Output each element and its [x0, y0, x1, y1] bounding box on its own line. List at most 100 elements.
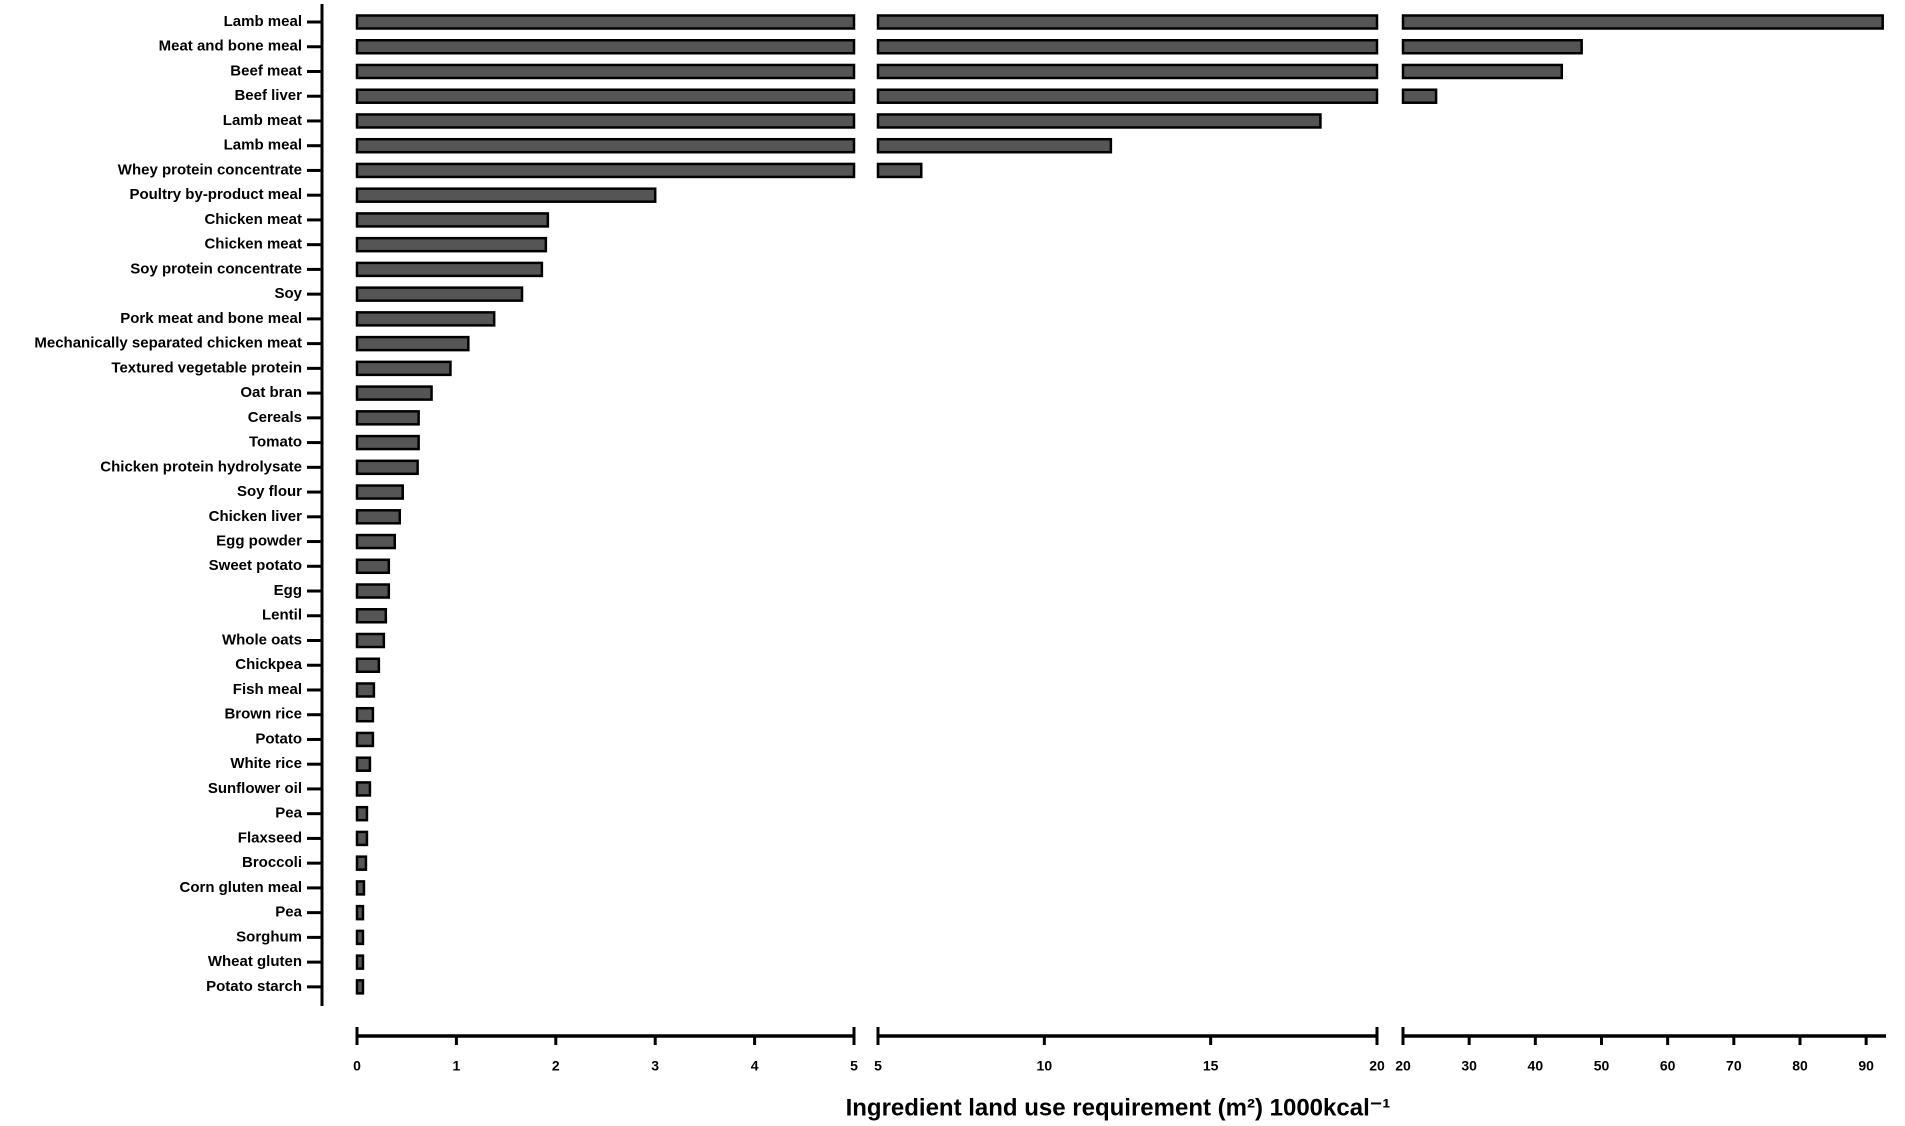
bar [355, 236, 548, 253]
bar [355, 385, 433, 401]
x-tick-label: 30 [1461, 1058, 1477, 1074]
bar [355, 533, 397, 550]
bar [876, 88, 1379, 104]
y-tick-label: Potato [255, 730, 302, 747]
bar [876, 38, 1379, 55]
bar [1401, 63, 1564, 80]
bar [876, 113, 1322, 129]
y-tick-label: Beef meat [230, 62, 302, 79]
y-tick-label: Egg powder [216, 533, 302, 550]
bar [355, 880, 366, 896]
x-tick-label: 80 [1792, 1058, 1808, 1074]
y-tick-label: Flaxseed [238, 829, 302, 846]
y-tick-label: Sweet potato [209, 557, 302, 574]
y-tick-label: Cereals [248, 409, 302, 426]
bar [355, 484, 404, 500]
y-tick-label: Meat and bone meal [159, 38, 302, 55]
bar [876, 162, 923, 179]
y-tick-label: Potato starch [206, 978, 302, 995]
y-tick-label: Corn gluten meal [179, 879, 302, 896]
y-tick-label: Chicken liver [209, 508, 303, 525]
bar [355, 608, 388, 624]
x-tick-label: 10 [1037, 1058, 1053, 1074]
y-tick-label: Soy protein concentrate [130, 260, 302, 277]
x-tick-label: 4 [751, 1058, 759, 1074]
bar [355, 805, 369, 822]
y-tick-label: Pea [275, 805, 302, 822]
bar [355, 830, 369, 847]
bar [355, 212, 550, 228]
bar [355, 335, 470, 352]
bar [1401, 88, 1438, 104]
bar [1401, 14, 1884, 30]
bar [876, 63, 1379, 80]
bar [355, 162, 856, 179]
bar [355, 410, 420, 426]
bar [355, 558, 391, 575]
y-tick-label: Soy flour [237, 483, 302, 500]
y-tick-label: Brown rice [224, 706, 302, 723]
y-tick-label: Broccoli [242, 854, 302, 871]
bar [355, 360, 452, 377]
x-tick-label: 2 [552, 1058, 560, 1074]
bar [355, 14, 856, 30]
y-tick-label: Sorghum [236, 928, 302, 945]
bar [355, 38, 856, 55]
y-tick-label: Lentil [262, 607, 302, 624]
x-axis-title: Ingredient land use requirement (m²) 100… [846, 1094, 1391, 1121]
y-tick-label: Beef liver [234, 87, 302, 104]
bar [355, 904, 365, 921]
bar [876, 137, 1113, 154]
y-tick-label: Soy [274, 285, 302, 302]
y-tick-label: Pea [275, 904, 302, 921]
y-tick-label: Tomato [249, 434, 302, 451]
x-tick-label: 5 [850, 1058, 858, 1074]
bar [355, 954, 365, 970]
x-tick-label: 60 [1660, 1058, 1676, 1074]
x-tick-label: 70 [1726, 1058, 1742, 1074]
bar [355, 657, 381, 673]
y-tick-label: Fish meal [233, 681, 302, 698]
y-tick-label: Egg [274, 582, 302, 599]
bar [355, 187, 657, 203]
bar [355, 63, 856, 80]
bar [355, 855, 368, 871]
y-tick-label: Lamb meal [224, 137, 302, 154]
x-tick-label: 0 [353, 1058, 361, 1074]
y-tick-label: Chickpea [235, 656, 302, 673]
bar [1401, 38, 1583, 55]
bar [355, 781, 372, 797]
bar [876, 14, 1379, 30]
y-tick-label: Whole oats [222, 631, 302, 648]
bar [355, 682, 376, 698]
x-tick-label: 50 [1594, 1058, 1610, 1074]
bar [355, 286, 524, 302]
x-tick-label: 3 [651, 1058, 659, 1074]
bar [355, 261, 544, 278]
x-tick-label: 20 [1369, 1058, 1385, 1074]
y-tick-label: Chicken protein hydrolysate [100, 458, 302, 475]
bar [355, 632, 386, 649]
y-tick-label: Oat bran [240, 384, 302, 401]
bar [355, 583, 391, 599]
bar [355, 706, 375, 723]
bar [355, 113, 856, 129]
bar [355, 756, 372, 772]
bar [355, 979, 365, 995]
y-tick-label: Lamb meal [224, 13, 302, 30]
x-tick-label: 15 [1203, 1058, 1219, 1074]
bar [355, 929, 365, 946]
x-tick-label: 1 [453, 1058, 461, 1074]
x-tick-label: 40 [1528, 1058, 1544, 1074]
y-tick-label: Mechanically separated chicken meat [34, 335, 302, 352]
y-tick-label: Chicken meat [204, 236, 302, 253]
bar [355, 137, 856, 154]
y-tick-label: White rice [230, 755, 302, 772]
y-tick-label: Sunflower oil [208, 780, 302, 797]
bar [355, 509, 401, 525]
bar [355, 311, 496, 327]
y-tick-label: Chicken meat [204, 211, 302, 228]
bar [355, 459, 419, 476]
bar [355, 88, 856, 104]
